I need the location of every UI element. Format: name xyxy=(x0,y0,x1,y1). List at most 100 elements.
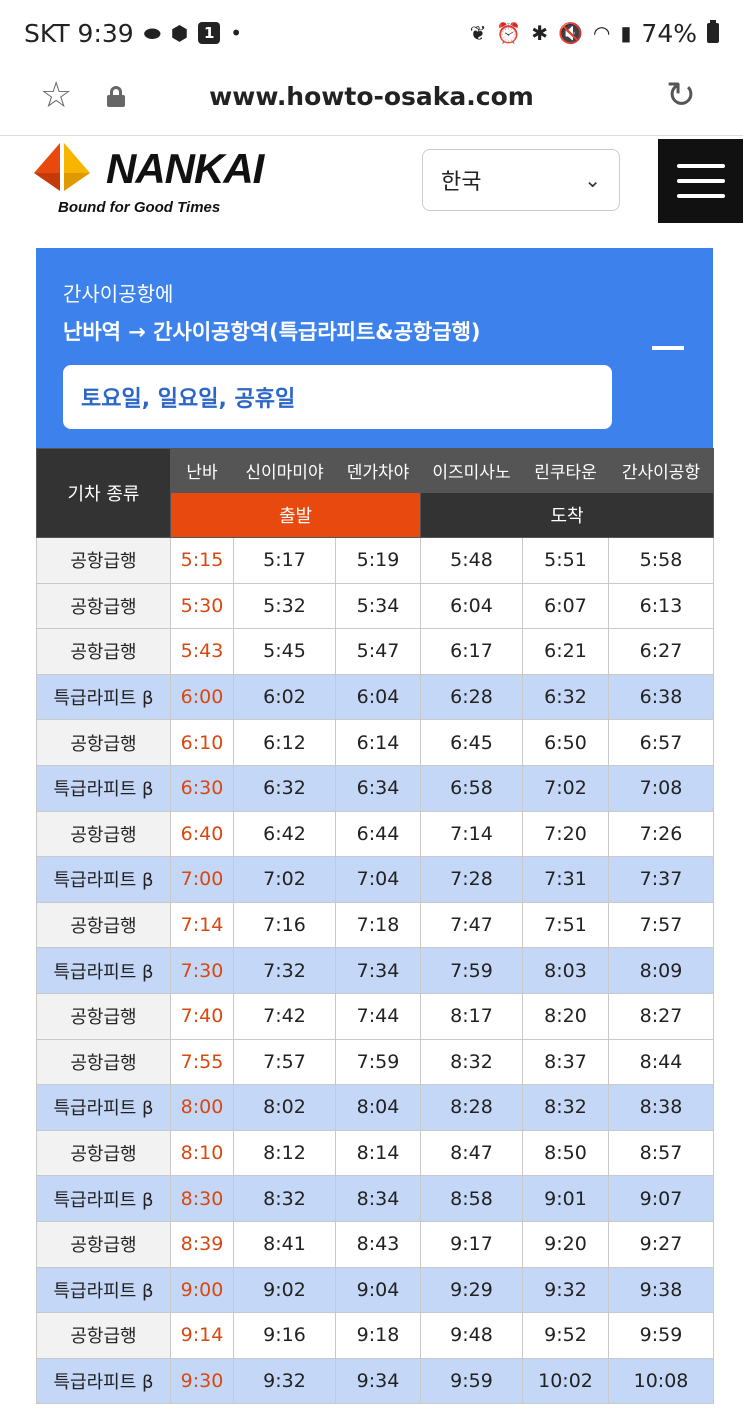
day-type-box[interactable]: 토요일, 일요일, 공휴일 xyxy=(63,365,612,429)
time-cell: 5:48 xyxy=(420,537,523,584)
time-cell: 6:34 xyxy=(335,764,421,812)
time-cell: 9:04 xyxy=(335,1266,421,1314)
table-row: 특급라피트 β 6:00 6:02 6:04 6:28 6:32 6:38 xyxy=(36,673,714,721)
train-type-cell: 공항급행 xyxy=(36,582,171,630)
station-header: 난바 xyxy=(170,448,234,493)
route-title: 난바역 → 간사이공항역(특급라피트&공항급행) xyxy=(63,320,481,344)
departure-time-cell: 8:00 xyxy=(170,1084,234,1131)
time-cell: 5:19 xyxy=(335,537,421,584)
time-cell: 8:57 xyxy=(608,1129,714,1177)
train-type-cell: 공항급행 xyxy=(36,992,171,1040)
time-cell: 9:16 xyxy=(233,1312,336,1359)
departure-time-cell: 8:10 xyxy=(170,1129,234,1177)
train-type-cell: 공항급행 xyxy=(36,1038,171,1086)
departure-time-cell: 7:40 xyxy=(170,992,234,1040)
time-cell: 8:32 xyxy=(522,1084,609,1131)
time-cell: 7:44 xyxy=(335,992,421,1040)
time-cell: 5:45 xyxy=(233,628,336,675)
train-type-cell: 공항급행 xyxy=(36,1129,171,1177)
time-cell: 8:03 xyxy=(522,947,609,994)
time-cell: 6:44 xyxy=(335,810,421,858)
time-cell: 8:28 xyxy=(420,1084,523,1131)
time-cell: 7:02 xyxy=(522,764,609,812)
time-cell: 7:32 xyxy=(233,947,336,994)
train-type-cell: 공항급행 xyxy=(36,901,171,949)
nankai-logo-mark-icon xyxy=(34,143,90,191)
departure-time-cell: 5:15 xyxy=(170,537,234,584)
time-cell: 6:17 xyxy=(420,628,523,675)
time-cell: 6:02 xyxy=(233,673,336,721)
departure-time-cell: 7:55 xyxy=(170,1038,234,1086)
table-row: 특급라피트 β 8:30 8:32 8:34 8:58 9:01 9:07 xyxy=(36,1175,714,1222)
time-cell: 6:04 xyxy=(335,673,421,721)
time-cell: 7:18 xyxy=(335,901,421,949)
status-bar-right: ❦ ⏰ ✱ 🔇 ◠ ▮ 74% xyxy=(470,19,719,48)
url-text[interactable]: www.howto-osaka.com xyxy=(209,82,534,111)
train-type-cell: 특급라피트 β xyxy=(36,1084,171,1131)
time-cell: 8:47 xyxy=(420,1129,523,1177)
time-cell: 9:52 xyxy=(522,1312,609,1359)
pill-icon: ⬬ xyxy=(143,21,161,45)
table-row: 특급라피트 β 6:30 6:32 6:34 6:58 7:02 7:08 xyxy=(36,764,714,812)
time-cell: 8:38 xyxy=(608,1084,714,1131)
time-cell: 7:31 xyxy=(522,856,609,903)
collapse-minus-icon[interactable] xyxy=(652,346,684,350)
time-cell: 8:32 xyxy=(233,1175,336,1222)
address-bar: ☆ www.howto-osaka.com ↻ xyxy=(0,66,743,136)
train-type-cell: 특급라피트 β xyxy=(36,1175,171,1222)
lock-icon[interactable] xyxy=(107,86,125,107)
route-subtitle: 간사이공항에 xyxy=(63,282,174,306)
time-cell: 8:02 xyxy=(233,1084,336,1131)
time-cell: 7:16 xyxy=(233,901,336,949)
time-cell: 7:59 xyxy=(335,1038,421,1086)
time-cell: 7:42 xyxy=(233,992,336,1040)
status-bar: SKT 9:39 ⬬ ⬢ 1 • ❦ ⏰ ✱ 🔇 ◠ ▮ 74% xyxy=(0,0,743,66)
train-type-cell: 특급라피트 β xyxy=(36,673,171,721)
time-cell: 7:26 xyxy=(608,810,714,858)
train-type-cell: 공항급행 xyxy=(36,719,171,766)
time-cell: 7:04 xyxy=(335,856,421,903)
time-cell: 9:29 xyxy=(420,1266,523,1314)
departure-time-cell: 9:30 xyxy=(170,1357,234,1405)
time-cell: 7:08 xyxy=(608,764,714,812)
time-cell: 7:34 xyxy=(335,947,421,994)
bookmark-star-icon[interactable]: ☆ xyxy=(40,75,73,116)
hamburger-menu-button[interactable] xyxy=(658,139,743,223)
timetable: 기차 종류 난바 신이마미야 덴가차야 이즈미사노 린쿠타운 간사이공항 출발 … xyxy=(36,448,714,1405)
time-cell: 8:17 xyxy=(420,992,523,1040)
time-cell: 8:34 xyxy=(335,1175,421,1222)
reload-icon[interactable]: ↻ xyxy=(666,75,697,116)
time-cell: 5:58 xyxy=(608,537,714,584)
logo-tagline: Bound for Good Times xyxy=(58,199,221,216)
table-row: 공항급행 8:10 8:12 8:14 8:47 8:50 8:57 xyxy=(36,1129,714,1177)
time-cell: 7:51 xyxy=(522,901,609,949)
battery-percent: 74% xyxy=(641,18,697,48)
train-type-cell: 공항급행 xyxy=(36,1220,171,1268)
time-cell: 7:59 xyxy=(420,947,523,994)
train-type-header: 기차 종류 xyxy=(36,448,171,538)
language-select[interactable]: 한국 ⌄ xyxy=(422,149,620,211)
table-row: 공항급행 9:14 9:16 9:18 9:48 9:52 9:59 xyxy=(36,1312,714,1359)
table-row: 특급라피트 β 8:00 8:02 8:04 8:28 8:32 8:38 xyxy=(36,1084,714,1131)
bluetooth-icon: ✱ xyxy=(531,21,549,45)
time-cell: 9:27 xyxy=(608,1220,714,1268)
language-select-value: 한국 xyxy=(441,170,482,195)
departure-time-cell: 8:30 xyxy=(170,1175,234,1222)
time-cell: 6:32 xyxy=(522,673,609,721)
time-cell: 10:02 xyxy=(522,1357,609,1405)
dot-icon: • xyxy=(230,21,243,45)
time-cell: 6:50 xyxy=(522,719,609,766)
carrier-time: SKT 9:39 xyxy=(24,18,134,48)
station-header: 이즈미사노 xyxy=(420,448,523,493)
time-cell: 9:07 xyxy=(608,1175,714,1222)
time-cell: 9:48 xyxy=(420,1312,523,1359)
nankai-logo[interactable]: NANKAI Bound for Good Times xyxy=(34,143,264,223)
mute-icon: 🔇 xyxy=(558,21,583,45)
time-cell: 7:02 xyxy=(233,856,336,903)
time-cell: 8:20 xyxy=(522,992,609,1040)
train-type-cell: 공항급행 xyxy=(36,1312,171,1359)
alarm-icon: ⏰ xyxy=(496,21,522,45)
station-header: 신이마미야 xyxy=(233,448,336,493)
table-row: 공항급행 7:55 7:57 7:59 8:32 8:37 8:44 xyxy=(36,1038,714,1086)
train-type-cell: 특급라피트 β xyxy=(36,764,171,812)
